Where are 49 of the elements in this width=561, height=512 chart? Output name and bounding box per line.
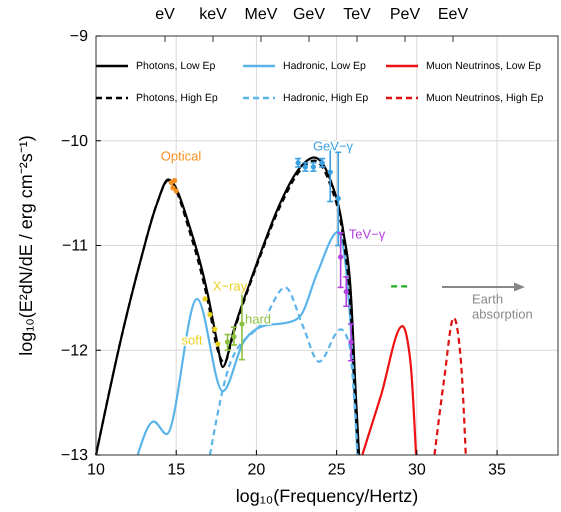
x-tick-label: 35 xyxy=(488,461,506,478)
x-tick-label: 10 xyxy=(87,461,105,478)
y-axis-title: log₁₀(E²dN/dE / erg cm⁻²s⁻¹) xyxy=(16,135,36,356)
point xyxy=(207,312,213,318)
x-axis-title: log₁₀(Frequency/Hertz) xyxy=(236,486,418,506)
legend-label: Hadronic, High Ep xyxy=(283,92,368,104)
x-tick-label: 30 xyxy=(408,461,426,478)
y-tick-label: −9 xyxy=(70,28,88,46)
legend-label: Hadronic, Low Ep xyxy=(283,60,366,72)
point xyxy=(212,326,218,332)
series-label: GeV−γ xyxy=(312,138,354,154)
point xyxy=(224,339,230,345)
text: GeV xyxy=(292,6,326,24)
point xyxy=(348,339,354,345)
text: keV xyxy=(199,6,228,24)
point xyxy=(344,288,349,294)
legend-label: Muon Neutrinos, High Ep xyxy=(426,92,544,104)
point xyxy=(231,334,237,340)
x-tick-label: 25 xyxy=(328,461,346,478)
line-series xyxy=(433,316,467,456)
point xyxy=(172,178,178,184)
series-label: TeV−γ xyxy=(348,226,386,242)
text: PeV xyxy=(390,6,420,24)
text: EeV xyxy=(438,6,468,24)
point xyxy=(174,188,179,194)
legend-label: Photons, Low Ep xyxy=(136,60,216,72)
x-tick-label: 15 xyxy=(167,461,186,478)
y-tick-label: −12 xyxy=(60,342,88,360)
text: MeV xyxy=(244,6,278,24)
point xyxy=(239,321,245,327)
line-series xyxy=(361,325,418,456)
point xyxy=(202,296,208,302)
y-tick-label: −11 xyxy=(62,238,88,255)
series-label: hard xyxy=(244,311,272,326)
annotation: X−ray xyxy=(212,278,248,294)
x-tick-label: 20 xyxy=(248,461,266,478)
text: eV xyxy=(155,6,176,24)
point xyxy=(328,170,333,175)
legend-label: Photons, High Ep xyxy=(136,92,218,104)
y-tick-label: −10 xyxy=(60,132,88,150)
point xyxy=(336,196,341,202)
y-tick-label: −13 xyxy=(60,447,88,464)
legend-label: Muon Neutrinos, Low Ep xyxy=(426,60,542,72)
point xyxy=(170,185,176,191)
text: TeV xyxy=(343,6,372,24)
series-label: Optical xyxy=(160,148,202,164)
point xyxy=(215,341,221,347)
point xyxy=(338,254,344,260)
annotation: Earth absorption xyxy=(472,291,533,322)
